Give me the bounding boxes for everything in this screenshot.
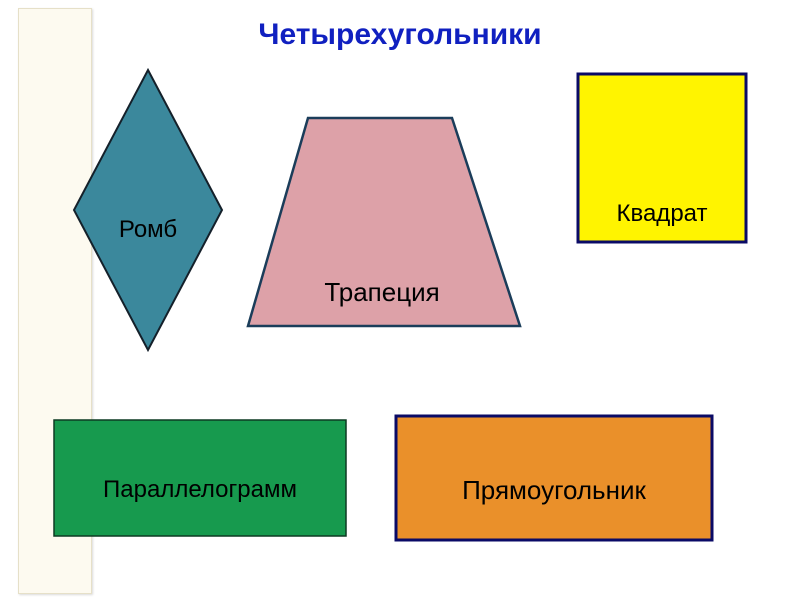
rectangle-rect xyxy=(396,416,712,540)
rectangle-shape xyxy=(0,0,800,600)
diagram-canvas: Четырехугольники Ромб Трапеция Квадрат П… xyxy=(0,0,800,600)
